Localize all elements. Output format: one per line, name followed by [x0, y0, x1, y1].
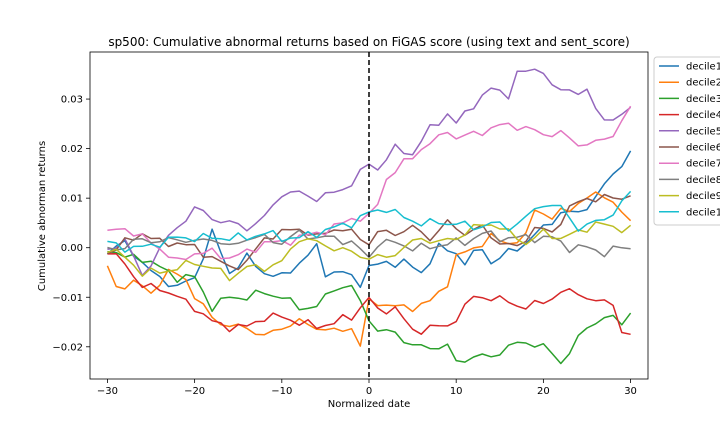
legend-label-decile7: decile7: [686, 159, 720, 170]
series-line-decile8: [107, 229, 631, 259]
series-line-decile4: [107, 252, 631, 336]
legend-label-decile9: decile9: [686, 191, 720, 202]
y-tick-label: 0.02: [61, 144, 83, 155]
x-tick-label: 10: [450, 386, 463, 397]
legend: decile1 decile2 decile3 decile4 decile5 decil…: [653, 56, 720, 226]
series-line-decile2: [106, 191, 632, 347]
legend-label-decile3: decile3: [686, 94, 720, 105]
chart-title: sp500: Cumulative abnormal returns based…: [108, 35, 629, 49]
legend-label-decile8: decile8: [686, 175, 720, 186]
x-axis-label: Normalized date: [328, 399, 410, 410]
y-tick-label: 0.03: [61, 95, 83, 106]
y-tick-label: 0.00: [61, 243, 83, 254]
x-tick-label: −20: [184, 386, 205, 397]
legend-label-decile4: decile4: [686, 110, 720, 121]
x-tick-label: −30: [97, 386, 118, 397]
y-tick-label: 0.01: [61, 194, 83, 205]
legend-label-decile6: decile6: [686, 143, 720, 154]
x-tick-label: −10: [271, 386, 292, 397]
series-line-decile9: [107, 221, 632, 282]
x-tick-label: 30: [624, 386, 637, 397]
y-axis: −0.02 −0.01 0.00 0.01 0.02 0.03: [52, 95, 90, 353]
y-tick-label: −0.02: [52, 342, 83, 353]
plot-area: [89, 51, 649, 380]
legend-label-decile2: decile2: [686, 78, 720, 89]
legend-label-decile10: decile10: [686, 207, 720, 218]
x-tick-label: 20: [537, 386, 550, 397]
legend-label-decile1: decile1: [686, 62, 720, 73]
y-tick-label: −0.01: [52, 293, 83, 304]
y-axis-label: Cumulative abnorman returns: [37, 141, 48, 291]
x-axis: −30 −20 −10 0 10 20 30: [97, 379, 637, 397]
x-tick-label: 0: [366, 386, 372, 397]
legend-label-decile5: decile5: [686, 126, 720, 137]
